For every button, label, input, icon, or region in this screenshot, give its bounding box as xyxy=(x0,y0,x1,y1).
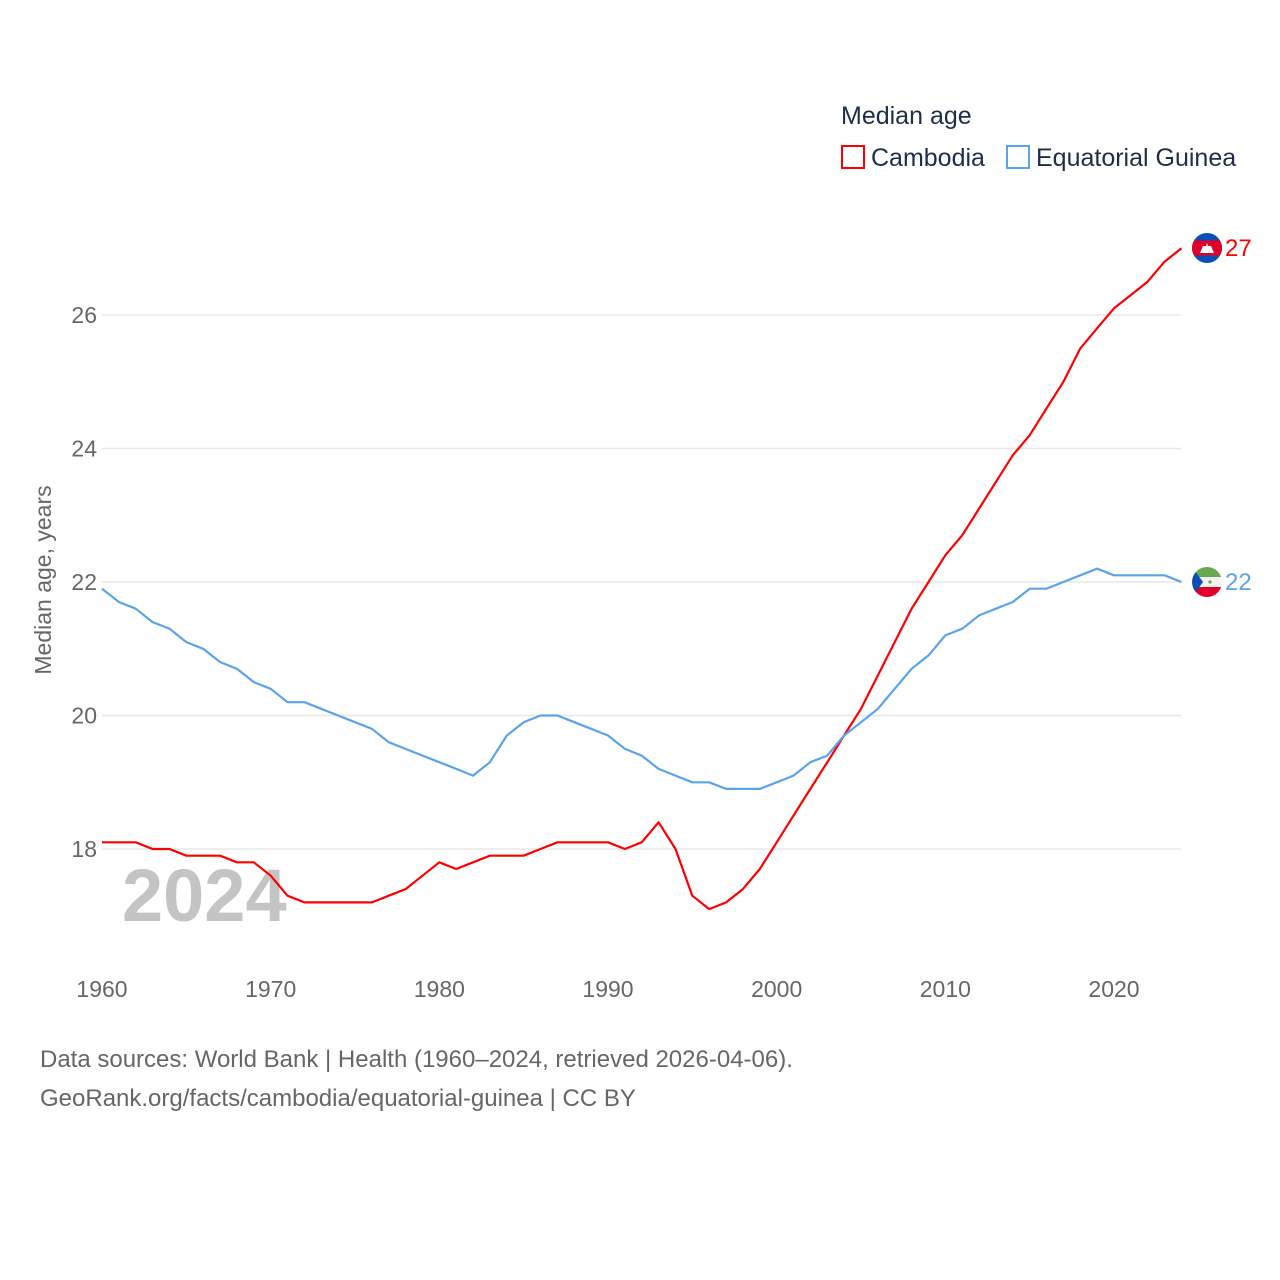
x-tick-label: 1960 xyxy=(76,976,127,1002)
legend-label-cambodia: Cambodia xyxy=(871,144,985,172)
series-line-cambodia[interactable] xyxy=(102,247,1183,911)
x-tick-label: 2010 xyxy=(920,976,971,1002)
y-tick-label: 24 xyxy=(71,436,97,462)
end-label-cambodia: 27 xyxy=(1225,235,1252,262)
x-tick-label: 1990 xyxy=(582,976,633,1002)
legend-label-equatorial-guinea: Equatorial Guinea xyxy=(1036,144,1236,172)
legend-swatch-equatorial-guinea xyxy=(1006,145,1030,169)
y-tick-label: 20 xyxy=(71,703,97,729)
y-tick-label: 18 xyxy=(71,836,97,862)
cambodia-flag-icon xyxy=(1192,233,1222,263)
y-axis-label: Median age, years xyxy=(30,485,56,674)
watermark-year: 2024 xyxy=(122,854,287,937)
legend-title: Median age xyxy=(841,102,972,130)
footer-sources: Data sources: World Bank | Health (1960–… xyxy=(40,1046,793,1073)
legend-item-equatorial-guinea[interactable]: Equatorial Guinea xyxy=(1006,144,1236,172)
y-tick-label: 26 xyxy=(71,302,97,328)
series-line-equatorial-guinea[interactable] xyxy=(101,567,1182,791)
legend-swatch-cambodia xyxy=(841,145,865,169)
equatorial-guinea-flag-icon xyxy=(1192,567,1222,597)
end-label-equatorial-guinea: 22 xyxy=(1225,569,1252,596)
x-tick-label: 1980 xyxy=(414,976,465,1002)
y-tick-label: 22 xyxy=(71,569,97,595)
legend-item-cambodia[interactable]: Cambodia xyxy=(841,144,985,172)
x-tick-label: 1970 xyxy=(245,976,296,1002)
x-tick-label: 2000 xyxy=(751,976,802,1002)
x-tick-label: 2020 xyxy=(1088,976,1139,1002)
footer-credit[interactable]: GeoRank.org/facts/cambodia/equatorial-gu… xyxy=(40,1085,636,1112)
